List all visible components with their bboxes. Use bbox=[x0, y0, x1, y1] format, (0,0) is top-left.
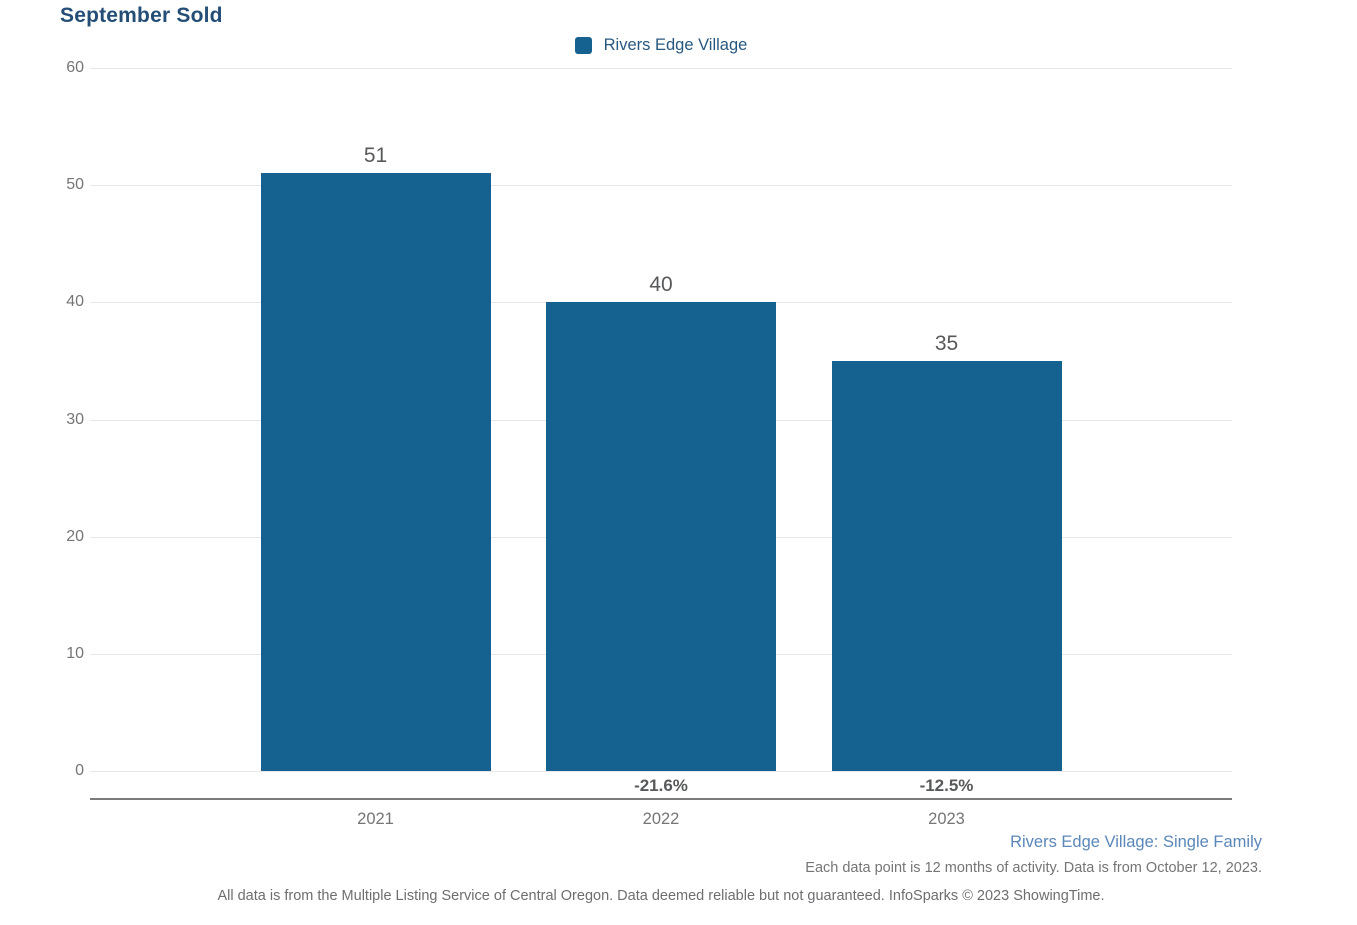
y-tick-label: 20 bbox=[66, 527, 84, 545]
y-tick-label: 0 bbox=[75, 762, 84, 779]
legend-swatch-icon bbox=[574, 37, 592, 54]
legend-label: Rivers Edge Village bbox=[603, 36, 748, 54]
legend[interactable]: Rivers Edge Village bbox=[90, 36, 1232, 55]
x-tick-label: 2021 bbox=[357, 810, 394, 828]
pct-change-label: -12.5% bbox=[919, 776, 974, 795]
chart-title: September Sold bbox=[60, 4, 223, 27]
x-axis: 2021 2022 2023 bbox=[90, 810, 1232, 832]
bar-value-label: 35 bbox=[934, 331, 959, 355]
data-note: Each data point is 12 months of activity… bbox=[805, 860, 1262, 876]
gridline-50 bbox=[90, 185, 1232, 187]
gridline-0 bbox=[90, 771, 1232, 772]
gridline-60 bbox=[90, 68, 1232, 69]
x-tick-label: 2023 bbox=[928, 810, 965, 828]
bar-2022[interactable] bbox=[546, 302, 776, 771]
bar-value-label: 40 bbox=[649, 273, 673, 297]
x-axis-line bbox=[90, 798, 1232, 800]
series-note: Rivers Edge Village: Single Family bbox=[1010, 833, 1262, 851]
bar-2021[interactable] bbox=[260, 173, 491, 771]
y-tick-label: 40 bbox=[66, 293, 84, 311]
pct-change-label: -21.6% bbox=[634, 776, 688, 795]
y-tick-label: 50 bbox=[66, 176, 84, 194]
disclaimer-note: All data is from the Multiple Listing Se… bbox=[217, 888, 1105, 904]
y-axis: 0 10 20 30 40 50 60 bbox=[0, 60, 84, 779]
bar-value-label: 51 bbox=[363, 144, 388, 168]
x-tick-label: 2022 bbox=[642, 810, 680, 828]
plot-area: 51 40 35 bbox=[90, 68, 1232, 772]
y-tick-label: 30 bbox=[66, 410, 84, 428]
y-tick-label: 60 bbox=[66, 59, 84, 76]
bar-2023[interactable] bbox=[831, 360, 1062, 771]
y-tick-label: 10 bbox=[66, 644, 84, 662]
pct-change-row: -21.6% -12.5% bbox=[90, 776, 1232, 798]
